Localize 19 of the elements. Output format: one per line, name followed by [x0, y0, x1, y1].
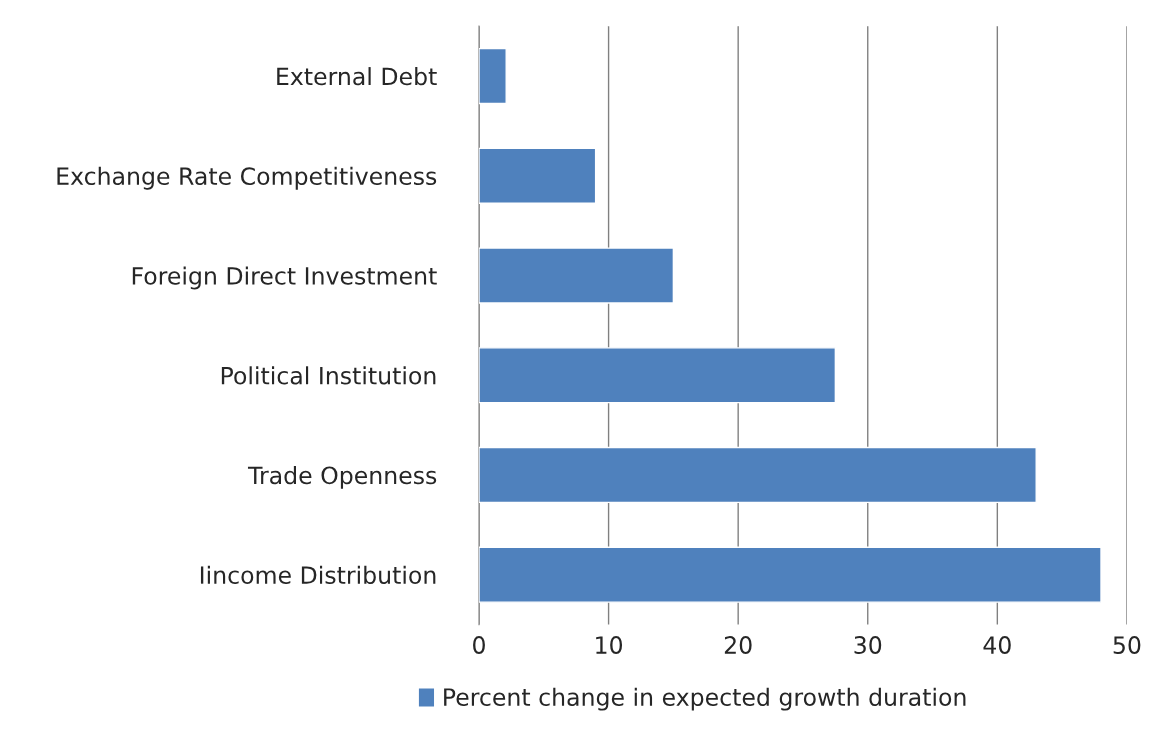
x-tick-label: 30: [854, 636, 882, 654]
x-tick-label: 50: [1113, 636, 1141, 654]
legend-label: Percent change in expected growth duration: [444, 687, 966, 711]
bar: [479, 546, 1102, 603]
x-tick-label: 40: [983, 636, 1011, 654]
y-tick-label: Iincome Distribution: [200, 565, 436, 585]
bar: [479, 347, 837, 404]
y-tick-label: Political Institution: [221, 366, 436, 385]
bar: [479, 147, 597, 204]
y-tick-label: Foreign Direct Investment: [132, 266, 437, 290]
y-tick-label: Trade Openness: [247, 466, 437, 489]
x-tick-label: 10: [596, 636, 623, 654]
y-tick-label: External Debt: [277, 67, 437, 86]
bar: [479, 446, 1037, 504]
y-tick-label: Exchange Rate Competitiveness: [57, 166, 437, 190]
x-tick-label: 0: [473, 636, 485, 654]
x-tick-label: 20: [724, 636, 752, 654]
bar: [479, 47, 507, 105]
bar: [479, 247, 675, 304]
